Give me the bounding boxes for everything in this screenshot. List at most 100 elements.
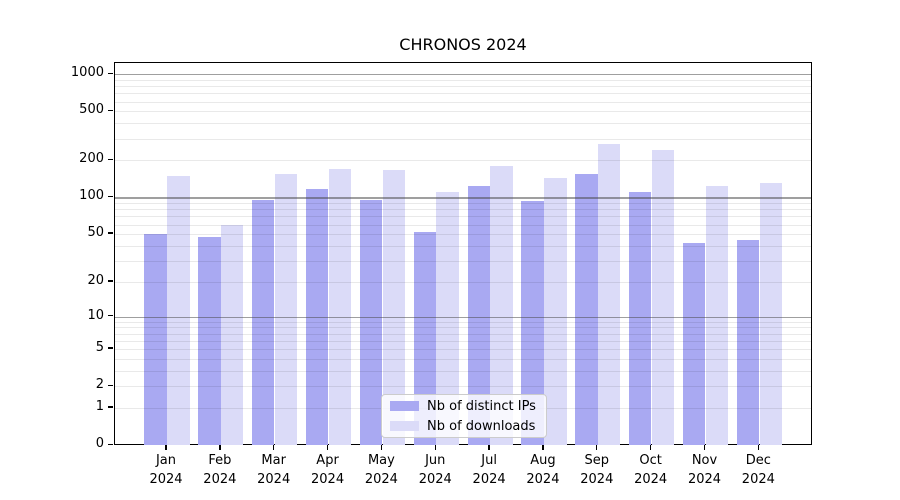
x-tick-mark-oct [649, 445, 652, 450]
gridline-minor-60 [115, 224, 811, 226]
gridline-minor-4 [115, 358, 811, 360]
gridline-minor-90 [115, 203, 811, 205]
gridline-minor-80 [115, 209, 811, 211]
gridline-minor-6 [115, 340, 811, 342]
grid-layer [115, 63, 811, 444]
gridline-minor-700 [115, 93, 811, 95]
x-tick-mark-may [380, 445, 383, 450]
y-tick-mark-20 [108, 280, 113, 282]
bar-downloads-may [382, 170, 405, 445]
gridline-major-10 [115, 316, 811, 318]
y-tick-label-2: 2 [95, 377, 104, 393]
legend-swatch-downloads [390, 421, 419, 431]
gridline-minor-50 [115, 234, 811, 236]
gridline-minor-900 [115, 79, 811, 81]
bar-ips-may [359, 199, 383, 445]
legend-label-downloads: Nb of downloads [427, 418, 536, 434]
x-tick-mark-mar [273, 445, 275, 450]
x-tick-mark-jul [488, 445, 490, 450]
y-tick-mark-10 [108, 314, 113, 317]
y-tick-label-200: 200 [79, 151, 104, 167]
x-tick-mark-aug [542, 445, 544, 450]
x-tick-label-oct: Oct 2024 [634, 453, 668, 487]
x-tick-label-dec: Dec 2024 [741, 453, 775, 487]
x-tick-mark-dec [757, 445, 760, 450]
bar-ips-aug [521, 200, 544, 445]
y-tick-mark-1000 [108, 72, 113, 74]
x-tick-label-jan: Jan 2024 [149, 453, 183, 487]
legend-label-distinct-ips: Nb of distinct IPs [427, 398, 536, 414]
gridline-minor-30 [115, 260, 811, 262]
legend-item-downloads: Nb of downloads [390, 419, 546, 434]
bar-downloads-jan [167, 175, 190, 445]
bar-downloads-aug [544, 178, 567, 445]
x-tick-label-feb: Feb 2024 [203, 453, 237, 487]
x-tick-label-aug: Aug 2024 [526, 453, 560, 487]
gridline-minor-300 [115, 138, 811, 140]
y-tick-mark-50 [108, 232, 113, 234]
y-tick-label-0: 0 [95, 436, 104, 452]
legend-swatch-distinct-ips [390, 401, 419, 411]
x-tick-label-jun: Jun 2024 [418, 453, 452, 487]
y-tick-label-500: 500 [79, 102, 104, 118]
gridline-minor-20 [115, 281, 811, 283]
y-tick-mark-100 [108, 195, 113, 198]
y-tick-mark-1 [108, 406, 113, 408]
bar-ips-mar [252, 200, 275, 445]
bar-downloads-apr [328, 168, 352, 445]
gridline-minor-8 [115, 327, 811, 329]
x-tick-label-nov: Nov 2024 [687, 453, 722, 487]
bar-downloads-jun [436, 191, 459, 445]
gridline-minor-40 [115, 245, 811, 247]
gridline-minor-70 [115, 216, 811, 218]
gridline-minor-400 [115, 123, 811, 125]
bar-downloads-dec [759, 183, 782, 445]
x-tick-label-jul: Jul 2024 [472, 453, 506, 487]
gridline-major-100 [115, 197, 811, 199]
x-tick-mark-jun [434, 445, 436, 450]
y-tick-label-20: 20 [87, 272, 104, 288]
bar-downloads-jul [490, 166, 513, 445]
y-tick-mark-0 [108, 443, 113, 446]
x-tick-mark-apr [326, 445, 329, 450]
bar-downloads-oct [651, 150, 675, 445]
bars-layer [115, 63, 811, 445]
gridline-minor-5 [115, 349, 811, 351]
y-tick-label-50: 50 [87, 225, 104, 241]
x-tick-label-sep: Sep 2024 [580, 453, 614, 487]
x-tick-mark-nov [703, 445, 706, 450]
gridline-minor-800 [115, 86, 811, 88]
legend-item-distinct-ips: Nb of distinct IPs [390, 399, 546, 414]
bar-ips-sep [575, 174, 598, 445]
bar-ips-jan [144, 234, 167, 445]
bar-ips-feb [198, 237, 221, 445]
bar-downloads-sep [598, 144, 621, 445]
bar-ips-jul [467, 185, 490, 445]
gridline-minor-500 [115, 111, 811, 113]
gridline-minor-200 [115, 160, 811, 162]
plot-area: Nb of distinct IPs Nb of downloads [114, 62, 812, 445]
y-tick-mark-2 [108, 384, 113, 387]
y-tick-label-100: 100 [79, 188, 104, 204]
chart-title: CHRONOS 2024 [399, 35, 527, 54]
gridline-minor-3 [115, 370, 811, 372]
x-tick-mark-jan [165, 445, 167, 450]
x-tick-label-may: May 2024 [364, 453, 398, 487]
y-tick-mark-500 [108, 109, 113, 112]
bar-ips-oct [629, 192, 652, 445]
y-tick-label-10: 10 [87, 307, 104, 323]
gridline-minor-7 [115, 333, 811, 335]
y-tick-label-1000: 1000 [70, 65, 104, 81]
gridline-minor-2 [115, 386, 811, 388]
x-tick-label-mar: Mar 2024 [257, 453, 291, 487]
gridline-major-1000 [115, 74, 811, 76]
bar-ips-dec [736, 239, 760, 445]
gridline-minor-600 [115, 101, 811, 103]
x-tick-mark-sep [596, 445, 598, 450]
y-tick-label-1: 1 [95, 399, 104, 415]
legend: Nb of distinct IPs Nb of downloads [381, 394, 547, 438]
bar-ips-nov [682, 243, 706, 445]
bar-downloads-nov [705, 186, 729, 445]
y-tick-label-5: 5 [95, 340, 104, 356]
